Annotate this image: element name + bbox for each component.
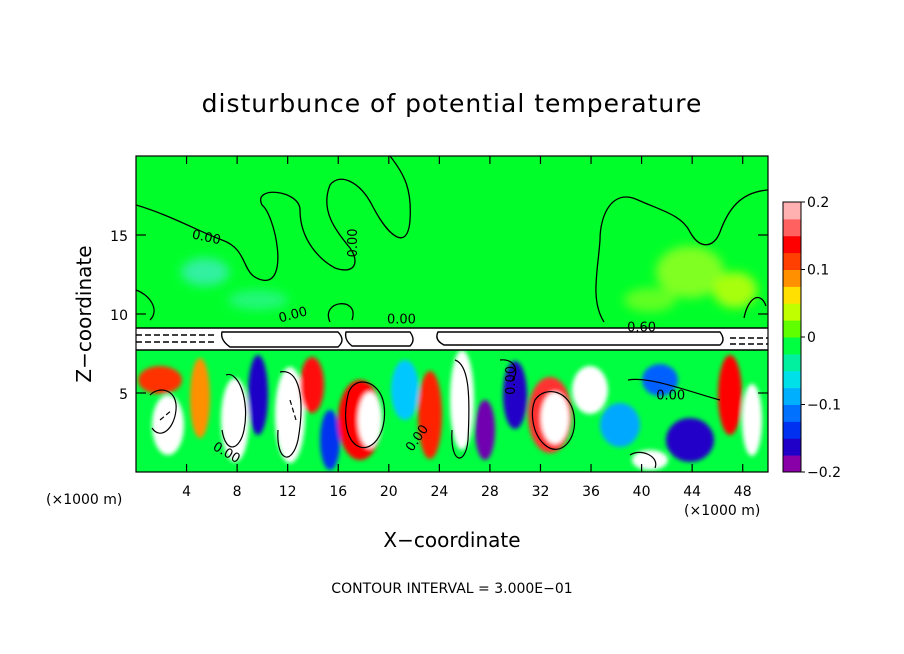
upper-field-variation [181, 246, 757, 312]
x-tick-label: 4 [182, 484, 191, 500]
y-axis: 5 10 15 [110, 229, 768, 403]
colorbar-swatch [783, 370, 801, 389]
contour-label: 0.00 [191, 228, 222, 249]
contour-label: 0.60 [627, 320, 656, 335]
x-tick-label: 16 [329, 484, 347, 500]
upper-contours [136, 156, 768, 323]
lower-contours [149, 359, 721, 469]
colorbar-axis: 0.2 0.1 0 −0.1 −0.2 [801, 195, 841, 481]
colorbar-tick-label: −0.2 [807, 465, 841, 481]
plot-area [136, 156, 768, 472]
contour-label: 0.00 [656, 388, 685, 403]
lower-layer-eddies [138, 350, 762, 470]
x-tick-label: 36 [582, 484, 600, 500]
colorbar-swatch [783, 252, 801, 270]
x-unit-left: (×1000 m) [46, 492, 122, 508]
colorbar-tick-label: −0.1 [807, 398, 841, 414]
x-tick-label: 8 [233, 484, 242, 500]
x-axis: 4 8 12 16 20 24 28 32 36 40 44 48 [182, 156, 752, 500]
colorbar-swatch [783, 404, 801, 422]
contour-label: 0.00 [277, 304, 309, 326]
x-tick-label: 28 [481, 484, 499, 500]
x-axis-label: X−coordinate [383, 528, 520, 552]
colorbar-swatch [783, 337, 801, 355]
inversion-contours [136, 327, 768, 351]
colorbar-swatch [783, 438, 801, 456]
y-axis-label: Z−coordinate [72, 245, 96, 382]
x-tick-label: 44 [683, 484, 701, 500]
contour-interval-note: CONTOUR INTERVAL = 3.000E−01 [331, 581, 572, 597]
x-tick-label: 40 [633, 484, 651, 500]
colorbar-swatch [783, 353, 801, 372]
chart-title: disturbunce of potential temperature [202, 89, 703, 118]
x-tick-label: 24 [430, 484, 448, 500]
x-tick-label: 32 [532, 484, 550, 500]
colorbar-swatch [783, 387, 801, 405]
colorbar-swatch [783, 286, 801, 304]
colorbar-swatch [783, 455, 801, 473]
contour-label: 0.00 [387, 312, 416, 327]
colorbar [782, 201, 802, 473]
y-tick-label: 10 [110, 308, 128, 324]
x-tick-label: 12 [279, 484, 297, 500]
x-tick-label: 20 [380, 484, 398, 500]
x-unit-right: (×1000 m) [684, 503, 760, 519]
colorbar-swatch [783, 218, 801, 237]
y-tick-label: 15 [110, 229, 128, 245]
colorbar-swatch [783, 421, 801, 439]
contour-labels: 0.00 0.000.00 0.000.600.000.000.000.00 [191, 228, 686, 467]
y-tick-label: 5 [119, 387, 128, 403]
x-tick-label: 48 [734, 484, 752, 500]
contour-label: 0.00 [346, 228, 361, 257]
colorbar-swatch [783, 269, 801, 287]
colorbar-swatch [783, 235, 801, 254]
colorbar-swatch [783, 320, 801, 338]
colorbar-tick-label: 0.2 [807, 195, 829, 211]
colorbar-swatch [783, 202, 801, 220]
contour-label: 0.00 [504, 366, 519, 395]
colorbar-swatch [783, 303, 801, 321]
colorbar-tick-label: 0 [807, 330, 816, 346]
colorbar-tick-label: 0.1 [807, 263, 829, 279]
